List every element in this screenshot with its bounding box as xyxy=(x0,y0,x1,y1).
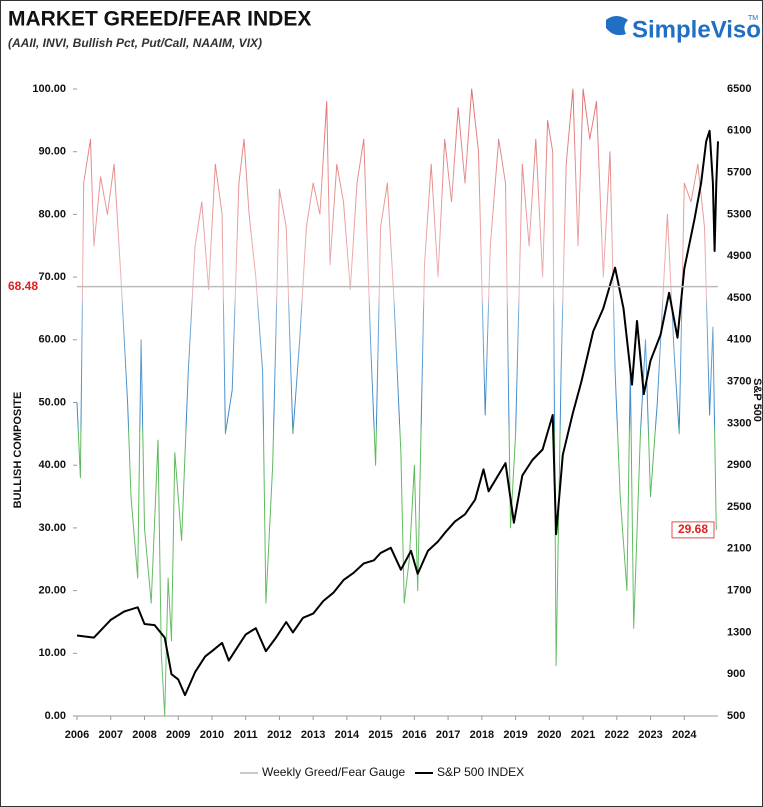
y-tick-label: 30.00 xyxy=(38,522,66,534)
x-tick-label: 2014 xyxy=(335,729,360,741)
y-tick-label: 100.00 xyxy=(32,83,66,95)
x-tick-label: 2024 xyxy=(672,729,697,741)
y-tick-label: 90.00 xyxy=(38,146,66,158)
y2-tick-label: 2100 xyxy=(727,543,751,555)
x-tick-label: 2013 xyxy=(301,729,325,741)
y-tick-label: 20.00 xyxy=(38,585,66,597)
y2-tick-label: 1300 xyxy=(727,626,751,638)
y2-tick-label: 500 xyxy=(727,710,745,722)
y2-tick-label: 2900 xyxy=(727,459,751,471)
y-tick-label: 80.00 xyxy=(38,208,66,220)
sp500-line xyxy=(76,129,719,697)
x-tick-label: 2006 xyxy=(65,729,89,741)
x-tick-label: 2019 xyxy=(503,729,527,741)
y-tick-label: 40.00 xyxy=(38,459,66,471)
x-tick-label: 2008 xyxy=(132,729,156,741)
gauge-line xyxy=(76,88,717,717)
y2-tick-label: 6100 xyxy=(727,125,751,137)
y2-tick-label: 2500 xyxy=(727,501,751,513)
x-tick-label: 2007 xyxy=(98,729,122,741)
x-tick-label: 2018 xyxy=(470,729,494,741)
y2-tick-label: 6500 xyxy=(727,83,751,95)
y2-tick-label: 1700 xyxy=(727,585,751,597)
y2-tick-label: 3700 xyxy=(727,376,751,388)
y-axis-label: BULLISH COMPOSITE xyxy=(12,392,24,509)
y-tick-label: 60.00 xyxy=(38,334,66,346)
y2-tick-label: 900 xyxy=(727,668,745,680)
x-tick-label: 2015 xyxy=(368,729,392,741)
y2-axis-label: S&P 500 xyxy=(751,378,763,422)
x-tick-label: 2011 xyxy=(234,729,258,741)
legend-label: S&P 500 INDEX xyxy=(437,765,524,779)
x-tick-label: 2012 xyxy=(267,729,291,741)
y2-tick-label: 4500 xyxy=(727,292,751,304)
x-tick-label: 2022 xyxy=(605,729,629,741)
x-tick-label: 2010 xyxy=(200,729,224,741)
y2-tick-label: 5700 xyxy=(727,167,751,179)
subtitle: (AAII, INVI, Bullish Pct, Put/Call, NAAI… xyxy=(8,36,262,50)
logo: SimpleVisor xyxy=(632,16,763,43)
y-tick-label: 10.00 xyxy=(38,647,66,659)
last-value-label: 29.68 xyxy=(678,522,708,536)
x-tick-label: 2016 xyxy=(402,729,426,741)
x-tick-label: 2023 xyxy=(638,729,662,741)
x-tick-label: 2021 xyxy=(571,729,595,741)
y2-tick-label: 3300 xyxy=(727,417,751,429)
logo-mark: TM xyxy=(748,15,758,22)
y-tick-label: 50.00 xyxy=(38,396,66,408)
last-value-box xyxy=(671,521,715,539)
logo-icon xyxy=(606,16,628,36)
y-tick-label: 0.00 xyxy=(45,710,66,722)
y2-tick-label: 4100 xyxy=(727,334,751,346)
x-tick-label: 2017 xyxy=(436,729,460,741)
y-tick-label: 70.00 xyxy=(38,271,66,283)
y2-tick-label: 4900 xyxy=(727,250,751,262)
reference-label: 68.48 xyxy=(8,279,38,293)
chart-title: MARKET GREED/FEAR INDEX xyxy=(8,8,311,31)
x-tick-label: 2009 xyxy=(166,729,190,741)
legend-label: Weekly Greed/Fear Gauge xyxy=(262,765,406,779)
y2-tick-label: 5300 xyxy=(727,208,751,220)
x-tick-label: 2020 xyxy=(537,729,561,741)
